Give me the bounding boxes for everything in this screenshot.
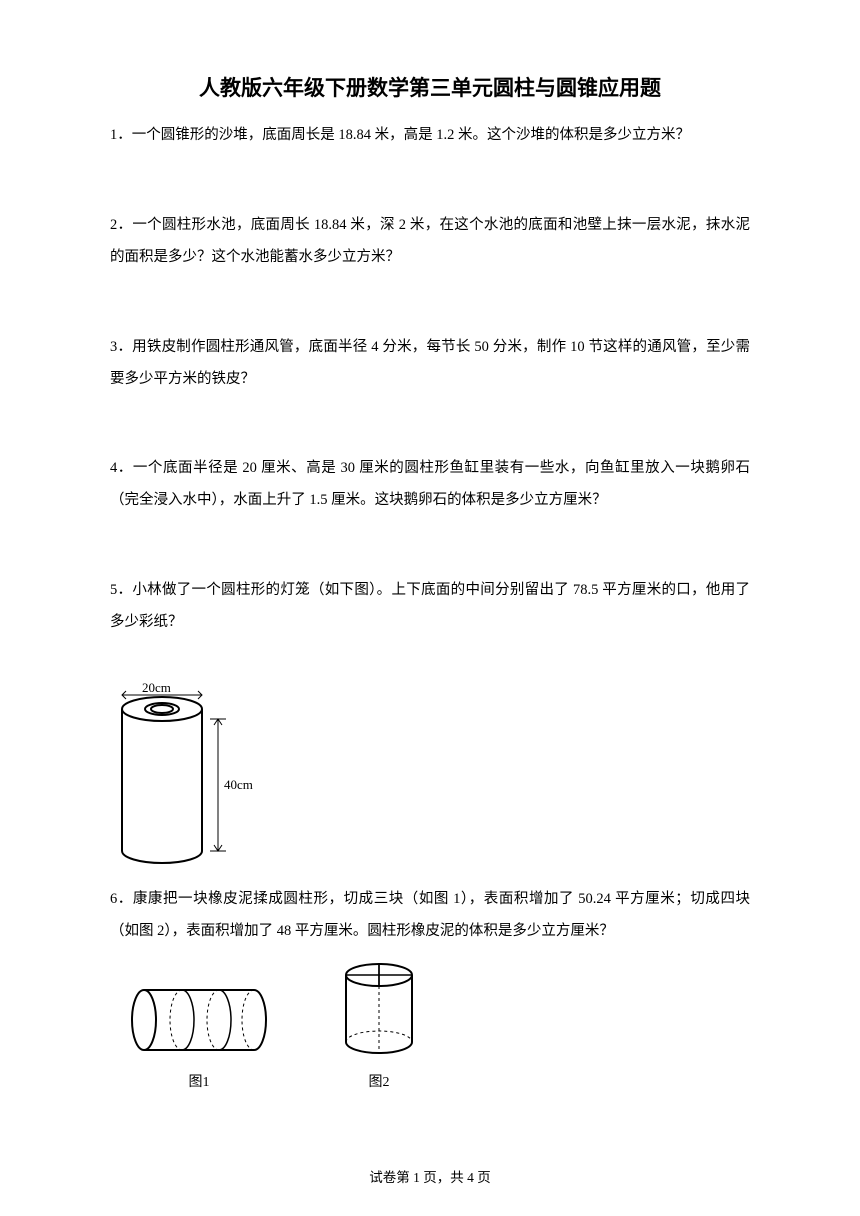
page-footer: 试卷第 1 页，共 4 页: [0, 1166, 860, 1186]
problem-6: 6．康康把一块橡皮泥揉成圆柱形，切成三块（如图 1），表面积增加了 50.24 …: [110, 884, 750, 948]
problem-5: 5．小林做了一个圆柱形的灯笼（如下图）。上下底面的中间分别留出了 78.5 平方…: [110, 575, 750, 639]
lantern-height-label: 40cm: [224, 777, 253, 792]
figure-1-svg: [124, 980, 274, 1060]
lantern-svg: 20cm 40cm: [110, 681, 270, 871]
worksheet-title: 人教版六年级下册数学第三单元圆柱与圆锥应用题: [110, 72, 750, 102]
figure-1-caption: 图1: [124, 1071, 274, 1091]
figure-1-group: 图1: [124, 980, 274, 1091]
figure-2-caption: 图2: [334, 1071, 424, 1091]
cylinder-figures: 图1 图2: [124, 960, 750, 1091]
problem-3: 3．用铁皮制作圆柱形通风管，底面半径 4 分米，每节长 50 分米，制作 10 …: [110, 332, 750, 396]
problem-4: 4．一个底面半径是 20 厘米、高是 30 厘米的圆柱形鱼缸里装有一些水，向鱼缸…: [110, 453, 750, 517]
page-container: 人教版六年级下册数学第三单元圆柱与圆锥应用题 1．一个圆锥形的沙堆，底面周长是 …: [0, 0, 860, 1131]
lantern-figure: 20cm 40cm: [110, 681, 750, 876]
figure-2-group: 图2: [334, 960, 424, 1091]
problem-2: 2．一个圆柱形水池，底面周长 18.84 米，深 2 米，在这个水池的底面和池壁…: [110, 210, 750, 274]
problem-1: 1．一个圆锥形的沙堆，底面周长是 18.84 米，高是 1.2 米。这个沙堆的体…: [110, 120, 750, 152]
figure-2-svg: [334, 960, 424, 1060]
lantern-width-label: 20cm: [142, 681, 171, 695]
